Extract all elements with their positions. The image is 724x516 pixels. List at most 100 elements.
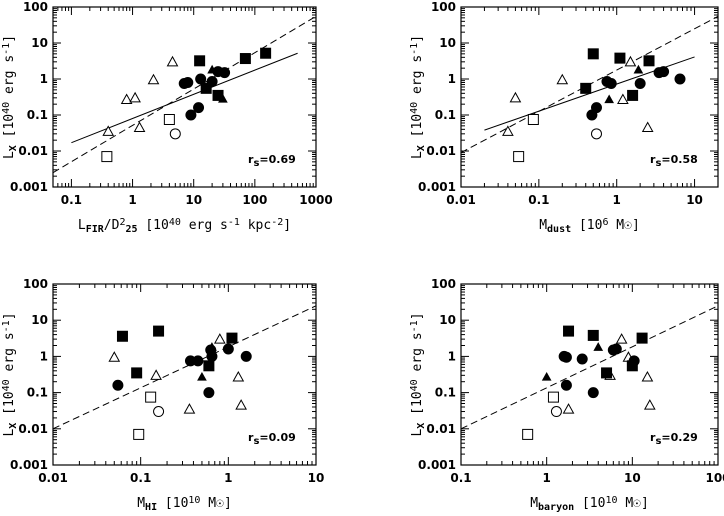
label-run: =0.29 — [661, 431, 697, 444]
x-tick-label: 10 — [686, 193, 703, 207]
label-run: M — [618, 496, 634, 511]
label-run: L — [78, 218, 86, 233]
x-tick-label: 10 — [308, 471, 325, 485]
open-triangle-point — [213, 333, 226, 344]
label-run: L — [410, 429, 425, 437]
filled-circle-point — [587, 387, 599, 399]
open-triangle-point — [615, 333, 628, 344]
label-run: X — [416, 145, 427, 151]
fit-lines — [461, 305, 718, 430]
open-square-point — [527, 113, 539, 125]
filled-circle-point — [182, 76, 194, 88]
label-run: -1 — [1, 320, 12, 332]
filled-circle-point — [240, 350, 252, 362]
filled-circle-point — [658, 66, 670, 78]
label-run: r — [650, 153, 656, 166]
label-run: ☉ — [216, 496, 224, 511]
label-run: 10 — [188, 495, 200, 506]
label-run: /D — [104, 218, 120, 233]
y-tick-label: 1 — [448, 72, 456, 86]
label-run: X — [416, 423, 427, 429]
solid-fit-line — [71, 52, 298, 144]
label-run: L — [2, 429, 17, 437]
label-run: M — [608, 218, 624, 233]
filled-square-point — [614, 52, 626, 64]
open-triangle-point — [509, 91, 522, 103]
open-square-point — [547, 391, 559, 403]
filled-circle-point — [674, 73, 686, 85]
filled-square-point — [580, 82, 592, 94]
y-tick-label: 10 — [31, 36, 48, 50]
x-tick-label: 0.1 — [130, 471, 151, 485]
label-run: kpc — [240, 218, 271, 233]
y-tick-label: 0.1 — [435, 108, 456, 122]
open-triangle-point — [641, 370, 654, 382]
label-run: s — [655, 436, 661, 447]
label-run: X — [8, 145, 19, 151]
label-run: [10 — [157, 496, 188, 511]
y-tick-label: 0.001 — [418, 458, 456, 472]
label-run: r — [248, 153, 254, 166]
label-run: erg s — [2, 332, 17, 379]
y-axis-label: LX [1040 erg s-1] — [1, 312, 19, 436]
label-run: 2 — [119, 217, 125, 228]
open-triangle-point — [562, 403, 575, 414]
label-run: ] — [2, 35, 17, 43]
label-run: erg s — [410, 55, 425, 102]
y-tick-label: 0.1 — [27, 386, 48, 400]
open-square-point — [513, 151, 525, 163]
label-run: [10 — [2, 391, 17, 422]
open-square-point — [522, 428, 534, 440]
y-tick-label: 0.01 — [18, 144, 48, 158]
open-triangle-point — [235, 399, 247, 410]
open-triangle-point — [641, 121, 654, 132]
open-triangle-point — [133, 121, 146, 132]
label-run: s — [253, 436, 259, 447]
label-run: M — [539, 218, 547, 233]
filled-circle-point — [576, 353, 588, 365]
open-circle-point — [590, 128, 602, 140]
label-run: erg s — [181, 218, 228, 233]
y-tick-label: 100 — [431, 0, 456, 14]
label-run: L — [2, 151, 17, 159]
x-tick-label: 1000 — [299, 193, 332, 207]
filled-square-point — [116, 330, 128, 342]
label-run: baryon — [538, 502, 574, 513]
filled-square-point — [643, 55, 655, 67]
y-tick-label: 0.001 — [418, 180, 456, 194]
open-triangle-point — [108, 351, 121, 362]
label-run: ] — [410, 312, 425, 320]
label-run: -1 — [409, 43, 420, 55]
open-triangle-point — [166, 55, 179, 67]
x-tick-label: 100 — [242, 193, 267, 207]
x-tick-label: 1 — [613, 193, 621, 207]
open-square-point — [133, 428, 145, 440]
filled-circle-point — [628, 355, 640, 367]
filled-circle-point — [560, 351, 572, 363]
label-run: [10 — [574, 496, 605, 511]
y-tick-label: 10 — [31, 313, 48, 327]
y-tick-label: 1 — [40, 72, 48, 86]
open-triangle-point — [147, 73, 160, 85]
label-run: ] — [2, 312, 17, 320]
filled-circle-point — [219, 67, 231, 79]
x-tick-label: 100 — [705, 471, 724, 485]
label-run: 40 — [169, 217, 181, 228]
data-points — [108, 325, 252, 440]
filled-circle-point — [634, 77, 646, 89]
x-tick-label: 10 — [185, 193, 202, 207]
filled-square-point — [212, 89, 224, 101]
filled-square-point — [587, 48, 599, 60]
label-run: M — [137, 496, 145, 511]
x-axis-label: Mbaryon [1010 M☉] — [530, 495, 649, 513]
label-run: dust — [547, 224, 571, 235]
label-run: ] — [283, 218, 291, 233]
data-points — [502, 48, 686, 163]
x-tick-label: 0.01 — [38, 471, 68, 485]
dashed-fit-line — [53, 15, 316, 174]
open-triangle-point — [556, 73, 569, 85]
y-tick-label: 10 — [439, 313, 456, 327]
